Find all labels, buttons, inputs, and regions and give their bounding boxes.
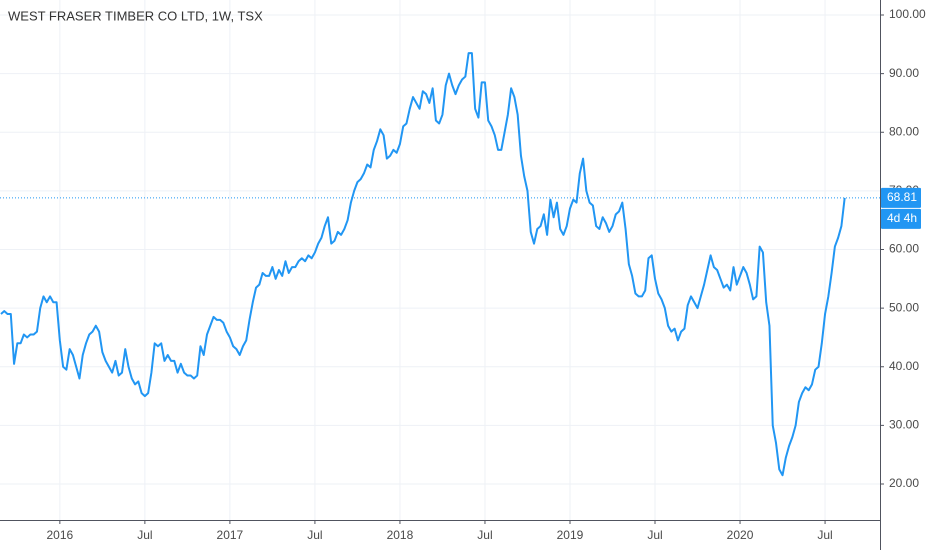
- y-tick-label: 100.00: [889, 7, 926, 21]
- x-tick-label: 2020: [727, 528, 754, 542]
- x-tick-label: 2017: [217, 528, 244, 542]
- y-tick-label: 80.00: [889, 124, 919, 138]
- x-tick-label: Jul: [307, 528, 322, 542]
- x-tick-label: Jul: [477, 528, 492, 542]
- x-tick-label: Jul: [817, 528, 832, 542]
- y-tick-label: 50.00: [889, 300, 919, 314]
- last-price-box: [881, 187, 921, 208]
- x-tick-label: 2016: [46, 528, 73, 542]
- chart-title: WEST FRASER TIMBER CO LTD, 1W, TSX: [8, 8, 263, 23]
- y-tick-label: 30.00: [889, 418, 919, 432]
- countdown-box: [881, 208, 921, 229]
- x-tick-label: Jul: [647, 528, 662, 542]
- last-price-label: 68.81: [887, 190, 917, 204]
- y-tick-label: 20.00: [889, 476, 919, 490]
- y-tick-label: 60.00: [889, 242, 919, 256]
- axes: 20.0030.0040.0050.0060.0070.0080.0090.00…: [46, 7, 926, 542]
- x-tick-label: 2018: [387, 528, 414, 542]
- countdown-label: 4d 4h: [887, 211, 917, 225]
- grid: [0, 0, 880, 520]
- price-line: [0, 52, 846, 477]
- y-tick-label: 40.00: [889, 359, 919, 373]
- x-tick-label: Jul: [137, 528, 152, 542]
- x-tick-label: 2019: [557, 528, 584, 542]
- y-tick-label: 90.00: [889, 66, 919, 80]
- plot: [0, 52, 880, 477]
